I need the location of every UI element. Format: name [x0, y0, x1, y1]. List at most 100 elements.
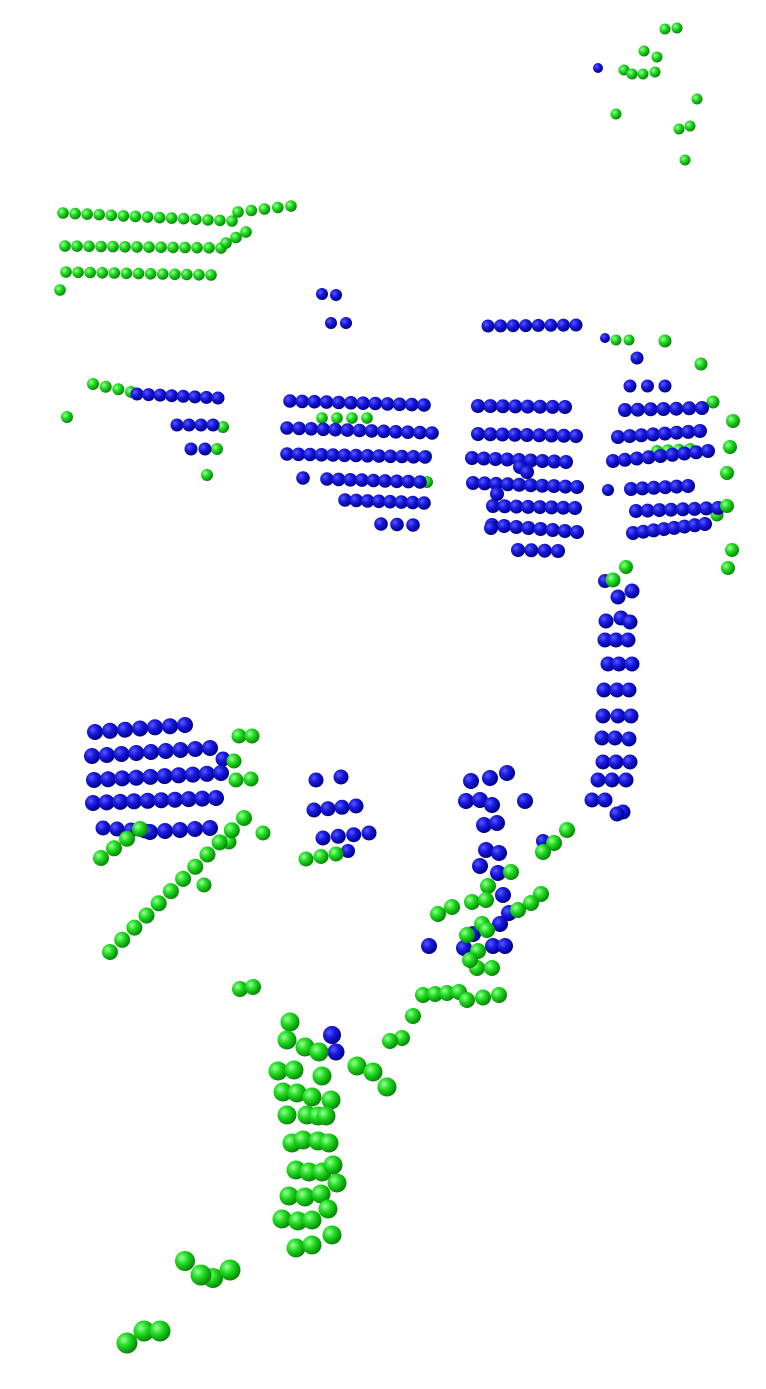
point-class-b	[87, 378, 99, 390]
point-class-a	[547, 454, 562, 469]
point-class-b	[219, 1259, 241, 1281]
point-class-b	[605, 572, 621, 588]
point-class-b	[316, 412, 328, 424]
point-class-a	[484, 797, 500, 813]
point-class-b	[226, 215, 238, 227]
point-class-a	[98, 747, 115, 763]
point-class-a	[675, 502, 690, 517]
point-class-b	[273, 1082, 293, 1102]
point-class-a	[570, 480, 584, 494]
point-class-b	[346, 412, 358, 424]
point-class-a	[372, 449, 386, 463]
point-class-b	[112, 383, 125, 396]
point-class-a	[520, 428, 534, 442]
point-class-a	[360, 494, 375, 508]
point-class-b	[133, 1320, 155, 1342]
point-class-a	[472, 792, 488, 808]
point-class-b	[322, 1225, 342, 1245]
point-class-a	[143, 744, 159, 760]
point-class-b	[99, 380, 112, 393]
point-class-b	[165, 212, 178, 224]
point-class-b	[59, 240, 71, 252]
point-class-a	[383, 449, 398, 464]
point-class-b	[69, 207, 81, 220]
point-class-a	[476, 451, 491, 466]
point-class-a	[349, 493, 364, 508]
point-class-b	[153, 211, 166, 224]
point-class-b	[459, 992, 475, 1008]
point-class-b	[272, 1209, 292, 1229]
point-class-b	[156, 268, 169, 280]
point-class-a	[621, 682, 637, 698]
point-class-a	[635, 481, 650, 496]
point-class-a	[170, 767, 187, 784]
point-class-a	[378, 474, 392, 488]
point-class-a	[338, 493, 352, 507]
point-class-a	[394, 495, 409, 509]
point-class-a	[595, 708, 611, 724]
point-class-a	[481, 319, 495, 333]
point-class-a	[478, 842, 494, 858]
point-class-b	[129, 210, 142, 223]
point-class-a	[458, 793, 474, 809]
point-class-b	[288, 1211, 308, 1231]
point-class-b	[255, 825, 271, 841]
point-class-a	[98, 794, 115, 811]
point-class-b	[309, 1042, 329, 1062]
point-class-b	[83, 240, 95, 253]
point-class-b	[268, 1061, 288, 1081]
point-class-b	[211, 834, 228, 851]
point-class-a	[109, 821, 125, 837]
point-class-a	[316, 422, 331, 437]
point-class-a	[162, 718, 178, 735]
point-class-a	[611, 430, 625, 444]
point-class-a	[495, 399, 510, 414]
point-class-b	[673, 123, 685, 135]
point-class-b	[405, 1008, 421, 1024]
point-class-b	[96, 267, 109, 279]
point-class-b	[415, 987, 431, 1003]
point-class-a	[640, 503, 655, 518]
point-class-a	[622, 614, 638, 630]
point-class-a	[546, 479, 561, 494]
point-class-b	[430, 906, 446, 922]
point-class-b	[464, 894, 480, 910]
point-class-a	[557, 524, 572, 538]
point-class-b	[93, 850, 109, 866]
point-class-b	[684, 120, 696, 132]
point-class-a	[306, 802, 322, 818]
point-class-b	[240, 226, 252, 238]
point-class-a	[629, 504, 643, 518]
point-class-a	[490, 487, 504, 501]
point-class-a	[652, 503, 667, 518]
point-class-a	[646, 427, 661, 442]
point-class-b	[220, 237, 232, 249]
point-class-a	[545, 399, 560, 414]
point-class-a	[413, 425, 427, 440]
point-class-b	[232, 981, 248, 997]
point-class-a	[665, 447, 680, 462]
point-class-a	[617, 452, 632, 467]
point-class-a	[405, 397, 419, 412]
point-class-b	[721, 561, 735, 575]
point-class-b	[108, 267, 121, 279]
point-class-b	[245, 979, 261, 995]
point-class-a	[147, 719, 163, 736]
point-class-a	[199, 390, 213, 404]
point-class-a	[352, 423, 367, 438]
point-class-b	[651, 51, 663, 63]
point-class-a	[497, 519, 512, 533]
point-class-b	[298, 851, 314, 867]
point-class-a	[283, 394, 297, 408]
point-class-a	[128, 769, 145, 786]
point-class-a	[488, 452, 503, 466]
point-class-b	[177, 212, 190, 225]
point-class-b	[361, 412, 373, 424]
point-class-a	[624, 656, 640, 672]
point-class-b	[116, 1332, 138, 1354]
point-class-a	[657, 426, 672, 441]
point-class-b	[119, 241, 131, 253]
point-class-b	[277, 1105, 297, 1125]
